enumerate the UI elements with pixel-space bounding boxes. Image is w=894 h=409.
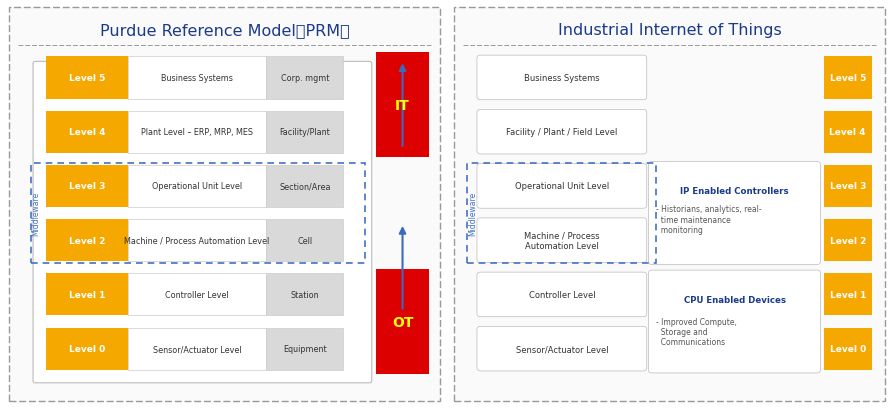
FancyBboxPatch shape <box>477 218 646 263</box>
Text: Operational Unit Level: Operational Unit Level <box>515 182 609 191</box>
FancyBboxPatch shape <box>46 274 128 316</box>
Text: Operational Unit Level: Operational Unit Level <box>152 182 242 191</box>
Text: Level 2: Level 2 <box>830 236 866 245</box>
FancyBboxPatch shape <box>454 8 885 401</box>
FancyBboxPatch shape <box>266 165 343 207</box>
FancyBboxPatch shape <box>823 220 872 262</box>
FancyBboxPatch shape <box>128 274 266 316</box>
FancyBboxPatch shape <box>46 165 128 207</box>
Text: Cell: Cell <box>298 236 312 245</box>
Text: CPU Enabled Devices: CPU Enabled Devices <box>684 295 786 304</box>
Text: Business Systems: Business Systems <box>161 74 233 83</box>
Text: IT: IT <box>395 98 410 112</box>
Text: Station: Station <box>291 290 319 299</box>
FancyBboxPatch shape <box>376 53 429 157</box>
Text: Level 5: Level 5 <box>830 74 866 83</box>
Text: Sensor/Actuator Level: Sensor/Actuator Level <box>153 344 241 353</box>
FancyBboxPatch shape <box>128 111 266 153</box>
Text: IP Enabled Controllers: IP Enabled Controllers <box>680 187 789 196</box>
FancyBboxPatch shape <box>128 220 266 262</box>
Text: Level 3: Level 3 <box>69 182 105 191</box>
FancyBboxPatch shape <box>477 164 646 209</box>
FancyBboxPatch shape <box>46 220 128 262</box>
FancyBboxPatch shape <box>823 111 872 153</box>
FancyBboxPatch shape <box>266 220 343 262</box>
FancyBboxPatch shape <box>266 328 343 370</box>
Text: Middleware: Middleware <box>31 191 40 236</box>
FancyBboxPatch shape <box>128 57 266 99</box>
FancyBboxPatch shape <box>33 62 372 383</box>
Text: Equipment: Equipment <box>283 344 326 353</box>
FancyBboxPatch shape <box>477 326 646 371</box>
FancyBboxPatch shape <box>266 111 343 153</box>
Text: Facility/Plant: Facility/Plant <box>280 128 330 137</box>
FancyBboxPatch shape <box>128 165 266 207</box>
FancyBboxPatch shape <box>823 274 872 316</box>
Text: Machine / Process
Automation Level: Machine / Process Automation Level <box>524 231 600 250</box>
FancyBboxPatch shape <box>128 328 266 370</box>
Text: Controller Level: Controller Level <box>528 290 595 299</box>
FancyBboxPatch shape <box>648 270 821 373</box>
FancyBboxPatch shape <box>376 270 429 374</box>
Text: OT: OT <box>392 315 413 329</box>
FancyBboxPatch shape <box>9 8 440 401</box>
Text: Machine / Process Automation Level: Machine / Process Automation Level <box>124 236 270 245</box>
FancyBboxPatch shape <box>46 111 128 153</box>
Text: Level 1: Level 1 <box>830 290 866 299</box>
FancyBboxPatch shape <box>477 272 646 317</box>
FancyBboxPatch shape <box>46 328 128 370</box>
Text: Level 0: Level 0 <box>830 344 866 353</box>
FancyBboxPatch shape <box>823 328 872 370</box>
Text: Level 1: Level 1 <box>69 290 105 299</box>
Text: Middleware: Middleware <box>468 191 477 236</box>
Text: - Improved Compute,
  Storage and
  Communications: - Improved Compute, Storage and Communic… <box>655 317 737 346</box>
FancyBboxPatch shape <box>477 110 646 155</box>
Text: Corp. mgmt: Corp. mgmt <box>281 74 329 83</box>
Text: Level 4: Level 4 <box>830 128 866 137</box>
FancyBboxPatch shape <box>823 57 872 99</box>
FancyBboxPatch shape <box>266 274 343 316</box>
FancyBboxPatch shape <box>477 56 646 101</box>
FancyBboxPatch shape <box>46 57 128 99</box>
FancyBboxPatch shape <box>648 162 821 265</box>
FancyBboxPatch shape <box>823 165 872 207</box>
Text: Industrial Internet of Things: Industrial Internet of Things <box>558 22 781 38</box>
FancyBboxPatch shape <box>266 57 343 99</box>
Text: Level 3: Level 3 <box>830 182 866 191</box>
Text: Plant Level – ERP, MRP, MES: Plant Level – ERP, MRP, MES <box>141 128 253 137</box>
Text: Controller Level: Controller Level <box>165 290 229 299</box>
Text: Sensor/Actuator Level: Sensor/Actuator Level <box>516 344 608 353</box>
Text: Facility / Plant / Field Level: Facility / Plant / Field Level <box>506 128 618 137</box>
Text: Purdue Reference Model（PRM）: Purdue Reference Model（PRM） <box>99 22 350 38</box>
Text: Level 2: Level 2 <box>69 236 105 245</box>
Text: Level 4: Level 4 <box>69 128 105 137</box>
Text: Level 5: Level 5 <box>69 74 105 83</box>
Text: Level 0: Level 0 <box>69 344 105 353</box>
Text: Business Systems: Business Systems <box>524 74 600 83</box>
Text: Section/Area: Section/Area <box>279 182 331 191</box>
Text: - Historians, analytics, real-
  time maintenance
  monitoring: - Historians, analytics, real- time main… <box>655 204 761 234</box>
